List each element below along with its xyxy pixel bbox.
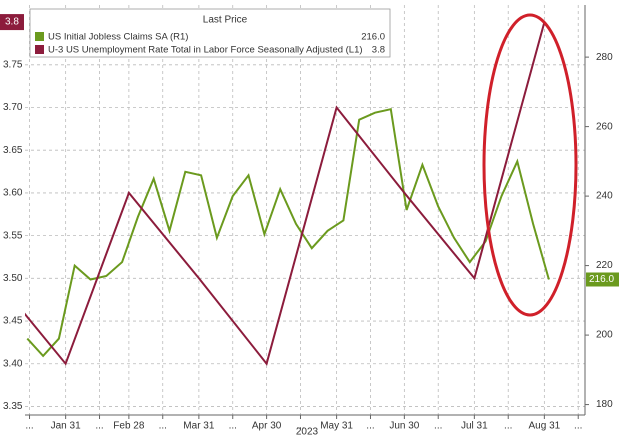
x-tick-label: ... (25, 421, 33, 432)
y2-tick-label: 240 (596, 191, 613, 202)
x-tick-label: Aug 31 (529, 421, 561, 432)
x-tick-label: ... (366, 421, 374, 432)
y-tick-label: 3.65 (3, 145, 23, 156)
y2-tick-label: 220 (596, 260, 613, 271)
legend-label: U-3 US Unemployment Rate Total in Labor … (48, 45, 363, 56)
series-line (26, 107, 550, 358)
x-tick-label: ... (574, 421, 582, 432)
x-tick-label: ... (95, 421, 103, 432)
x-tick-label: Jun 30 (389, 421, 419, 432)
y2-tick-label: 200 (596, 330, 613, 341)
y2-tick-label: 260 (596, 121, 613, 132)
y-tick-label: 3.60 (3, 188, 23, 199)
legend-box (29, 8, 391, 58)
x-tick-label: ... (434, 421, 442, 432)
x-tick-label: May 31 (320, 421, 353, 432)
x-tick-label: ... (159, 421, 167, 432)
y2-tick-label: 280 (596, 52, 613, 63)
series-line (25, 21, 546, 366)
plot-area (25, 21, 550, 366)
legend: Last Price US Initial Jobless Claims SA … (29, 8, 391, 58)
last-value-box (0, 14, 24, 31)
last-value-label: 216.0 (589, 274, 614, 285)
x-tick-label: ... (504, 421, 512, 432)
x-tick-label: Jul 31 (461, 421, 488, 432)
x-tick-label: ... (229, 421, 237, 432)
x-tick-label: Apr 30 (252, 421, 282, 432)
legend-value: 3.8 (372, 45, 385, 56)
legend-title: Last Price (203, 15, 248, 26)
legend-value: 216.0 (361, 32, 385, 43)
y-tick-label: 3.50 (3, 273, 23, 284)
legend-swatch (35, 45, 44, 54)
y2-tick-label: 180 (596, 399, 613, 410)
y-tick-label: 3.45 (3, 316, 23, 327)
grid (25, 5, 585, 415)
y-tick-label: 3.70 (3, 102, 23, 113)
y-tick-label: 3.75 (3, 59, 23, 70)
highlight-ellipse (482, 13, 578, 317)
legend-swatch (35, 32, 44, 41)
y-tick-label: 3.40 (3, 358, 23, 369)
x-tick-label: ... (296, 421, 304, 432)
x-tick-label: Jan 31 (51, 421, 81, 432)
y-tick-label: 3.35 (3, 401, 23, 412)
last-value-box (586, 272, 619, 287)
last-value-label: 3.8 (5, 17, 19, 28)
y-tick-label: 3.55 (3, 230, 23, 241)
legend-label: US Initial Jobless Claims SA (R1) (48, 32, 188, 43)
x-year-label: 2023 (296, 427, 319, 437)
x-tick-label: Feb 28 (113, 421, 145, 432)
x-tick-label: Mar 31 (183, 421, 215, 432)
